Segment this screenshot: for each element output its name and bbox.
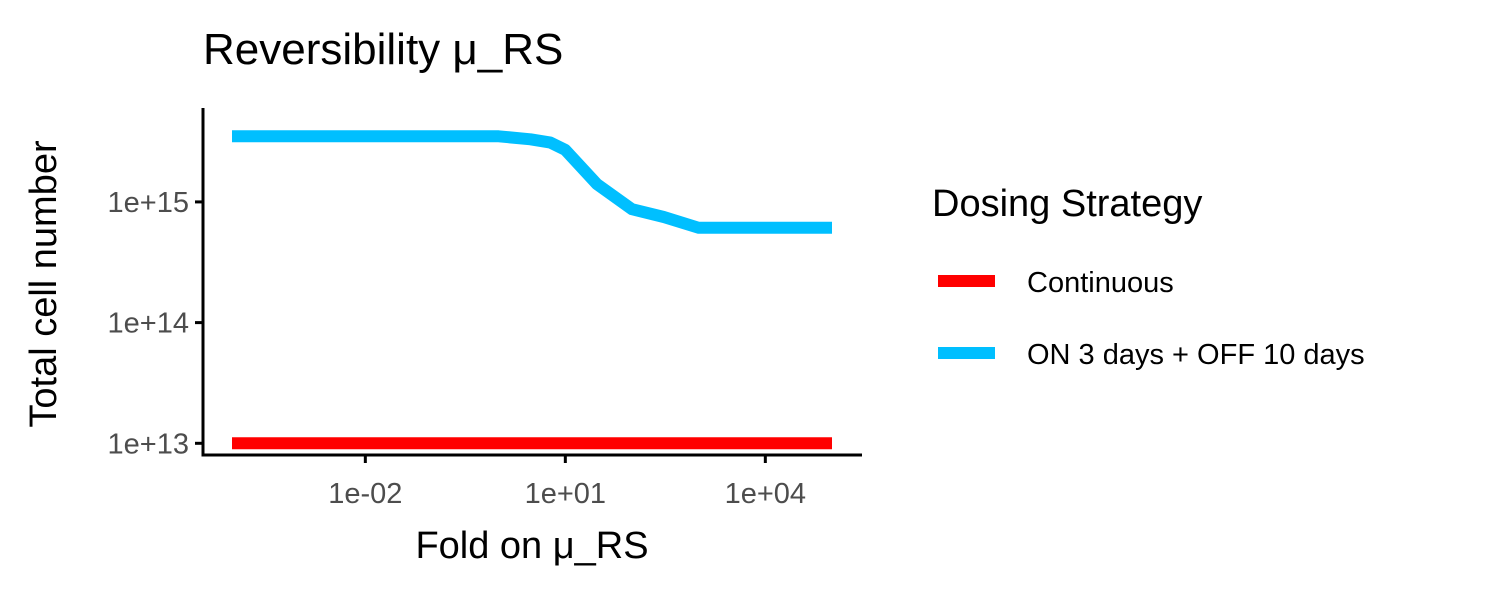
chart-title: Reversibility μ_RS	[203, 25, 563, 74]
x-tick-label-2: 1e+01	[525, 478, 606, 510]
plot-lines	[232, 130, 832, 450]
y-tick-label-2: 1e+14	[108, 308, 189, 340]
legend-title: Dosing Strategy	[932, 183, 1202, 225]
y-tick-label-3: 1e+15	[108, 187, 189, 219]
legend: Dosing Strategy Continuous ON 3 days + OF…	[932, 183, 1365, 371]
x-tick-label-3: 1e+04	[725, 478, 806, 510]
y-ticks: 1e+13 1e+14 1e+15	[108, 187, 203, 460]
x-ticks: 1e-02 1e+01 1e+04	[328, 455, 806, 510]
legend-label-1: Continuous	[1027, 267, 1174, 299]
legend-items: Continuous ON 3 days + OFF 10 days	[938, 267, 1365, 371]
legend-label-2: ON 3 days + OFF 10 days	[1027, 339, 1365, 371]
x-axis-title: Fold on μ_RS	[415, 525, 648, 567]
y-tick-label-1: 1e+13	[108, 428, 189, 460]
y-axis-title: Total cell number	[23, 140, 65, 428]
x-tick-label-1: 1e-02	[328, 478, 402, 510]
series-line-2	[232, 130, 832, 234]
